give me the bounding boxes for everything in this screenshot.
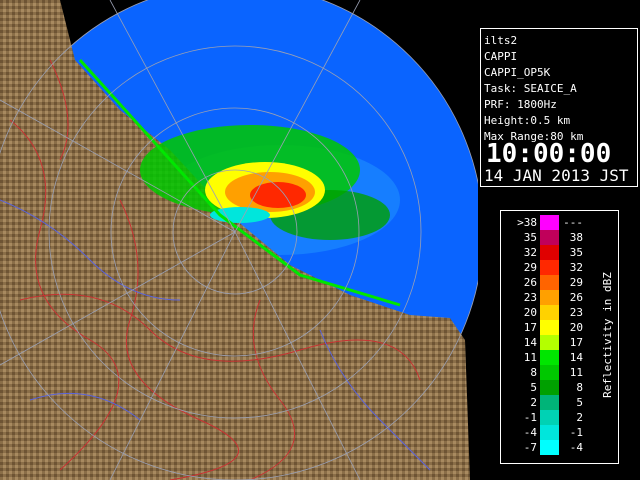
legend-swatch xyxy=(540,440,559,455)
info-line: CAPPI_OP5K xyxy=(484,66,551,79)
legend-high: 38 xyxy=(570,231,583,244)
legend-high: 2 xyxy=(576,411,583,424)
legend-swatch xyxy=(540,245,559,260)
time: 10:00:00 xyxy=(486,139,611,169)
legend-high: 20 xyxy=(570,321,583,334)
land xyxy=(0,0,470,480)
date: 14 JAN 2013 JST xyxy=(484,166,629,185)
info-line: PRF: 1800Hz xyxy=(484,98,557,111)
legend-swatch xyxy=(540,215,559,230)
legend-high: 29 xyxy=(570,276,583,289)
legend-low: 5 xyxy=(530,381,537,394)
legend-high: -1 xyxy=(570,426,583,439)
legend-high: --- xyxy=(563,216,583,229)
legend-swatch xyxy=(540,290,559,305)
rivers xyxy=(9,59,421,480)
legend-low: 32 xyxy=(524,246,537,259)
legend-high: 32 xyxy=(570,261,583,274)
legend-low: 29 xyxy=(524,261,537,274)
legend-low: 2 xyxy=(530,396,537,409)
legend-low: 23 xyxy=(524,291,537,304)
legend-high: 11 xyxy=(570,366,583,379)
legend-swatch xyxy=(540,350,559,365)
legend-low: 14 xyxy=(524,336,538,349)
info-panel xyxy=(480,28,638,187)
legend-title: Reflectivity in dBZ xyxy=(601,272,614,398)
legend-swatch xyxy=(540,305,559,320)
legend-swatch xyxy=(540,380,559,395)
legend-box xyxy=(500,210,619,464)
legend-high: 23 xyxy=(570,306,583,319)
legend-high: 17 xyxy=(570,336,583,349)
legend-swatch xyxy=(540,365,559,380)
echoes xyxy=(78,58,401,307)
legend-low: 8 xyxy=(530,366,537,379)
legend-low: 11 xyxy=(524,351,537,364)
legend-swatch xyxy=(540,335,559,350)
legend-low: -7 xyxy=(524,441,537,454)
legend-high: 5 xyxy=(576,396,583,409)
streams xyxy=(0,199,431,471)
info-line: ilts2 xyxy=(484,34,517,47)
legend-low: >38 xyxy=(517,216,537,229)
legend-swatch xyxy=(540,425,559,440)
legend-swatch xyxy=(540,395,559,410)
info-line: Task: SEAICE_A xyxy=(484,82,577,95)
legend-low: 17 xyxy=(524,321,537,334)
legend-swatch xyxy=(540,320,559,335)
range-rings xyxy=(0,0,478,480)
legend-high: 35 xyxy=(570,246,583,259)
legend-low: 26 xyxy=(524,276,537,289)
legend-low: -1 xyxy=(524,411,537,424)
legend-high: 14 xyxy=(570,351,584,364)
legend-low: 20 xyxy=(524,306,537,319)
info-line: Height:0.5 km xyxy=(484,114,570,127)
legend-swatch xyxy=(540,230,559,245)
legend-high: -4 xyxy=(570,441,584,454)
info-line: Max Range:80 km xyxy=(484,130,584,143)
legend-swatch xyxy=(540,410,559,425)
legend-high: 26 xyxy=(570,291,583,304)
legend: >38 --- 35 38 32 35 29 32 26 29 23 26 20 23 17 20 14 17 11… xyxy=(517,215,583,455)
legend-low: 35 xyxy=(524,231,537,244)
info-line: CAPPI xyxy=(484,50,517,63)
info-text: ilts2 CAPPI CAPPI_OP5K Task: SEAICE_A PRF: 1… xyxy=(484,34,584,143)
legend-swatch xyxy=(540,275,559,290)
legend-high: 8 xyxy=(576,381,583,394)
legend-low: -4 xyxy=(524,426,538,439)
legend-swatch xyxy=(540,260,559,275)
map xyxy=(0,0,478,480)
